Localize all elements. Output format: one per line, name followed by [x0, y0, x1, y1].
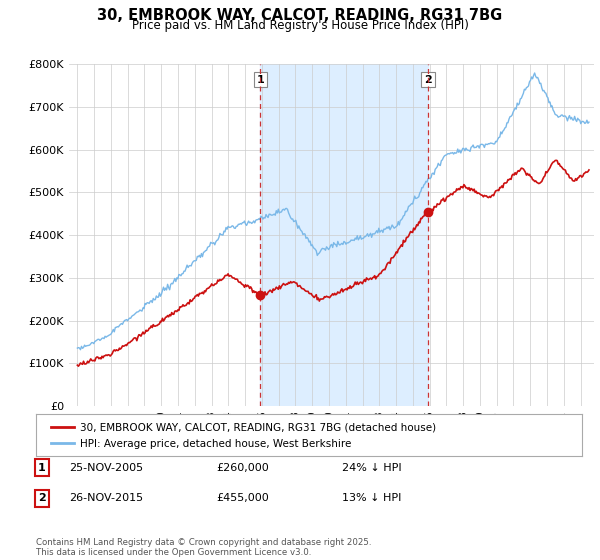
Text: 1: 1	[38, 463, 46, 473]
Bar	[260, 64, 428, 406]
Text: 30, EMBROOK WAY, CALCOT, READING, RG31 7BG: 30, EMBROOK WAY, CALCOT, READING, RG31 7…	[97, 8, 503, 24]
Text: £260,000: £260,000	[216, 463, 269, 473]
Legend: 30, EMBROOK WAY, CALCOT, READING, RG31 7BG (detached house), HPI: Average price,: 30, EMBROOK WAY, CALCOT, READING, RG31 7…	[47, 418, 440, 452]
Text: Price paid vs. HM Land Registry's House Price Index (HPI): Price paid vs. HM Land Registry's House …	[131, 19, 469, 32]
Text: £455,000: £455,000	[216, 493, 269, 503]
Text: 25-NOV-2005: 25-NOV-2005	[69, 463, 143, 473]
Text: 1: 1	[256, 74, 264, 85]
Text: 2: 2	[38, 493, 46, 503]
Text: Contains HM Land Registry data © Crown copyright and database right 2025.
This d: Contains HM Land Registry data © Crown c…	[36, 538, 371, 557]
Text: 2: 2	[424, 74, 432, 85]
Text: 13% ↓ HPI: 13% ↓ HPI	[342, 493, 401, 503]
Text: 24% ↓ HPI: 24% ↓ HPI	[342, 463, 401, 473]
Text: 26-NOV-2015: 26-NOV-2015	[69, 493, 143, 503]
